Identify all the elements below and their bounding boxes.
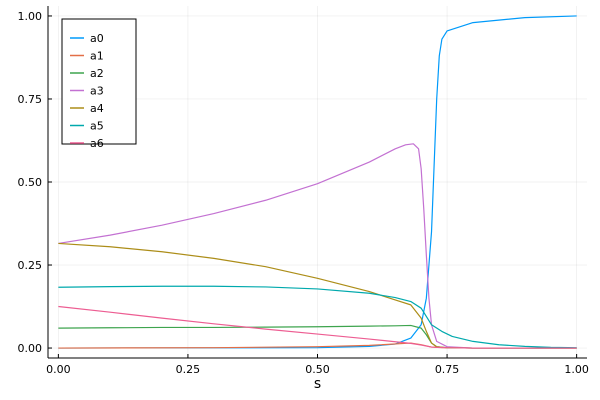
series-line-a5 bbox=[58, 285, 577, 349]
x-tick-label: 0.75 bbox=[435, 363, 460, 376]
x-tick-label: 0.00 bbox=[46, 363, 71, 376]
y-tick-label: 0.75 bbox=[18, 93, 43, 106]
x-axis-label: s bbox=[314, 376, 321, 392]
y-tick-label: 0.25 bbox=[18, 259, 43, 272]
axes-frame bbox=[47, 6, 587, 359]
y-tick-label: 1.00 bbox=[18, 10, 43, 23]
legend-label-a1: a1 bbox=[90, 50, 104, 63]
legend: a0 a1 a2 a3 a4 a5 a6 bbox=[61, 18, 137, 150]
legend-label-a5: a5 bbox=[90, 120, 104, 133]
legend-label-a2: a2 bbox=[90, 67, 104, 80]
legend-box bbox=[61, 18, 137, 145]
tick-labels: 0.00 0.25 0.50 0.75 1.00 0.00 0.25 0.50 0.75 1.00 bbox=[18, 10, 589, 376]
series-line-a6 bbox=[58, 305, 577, 349]
series-lines bbox=[58, 15, 577, 349]
x-tick-label: 0.25 bbox=[176, 363, 201, 376]
y-tick-label: 0.50 bbox=[18, 176, 43, 189]
legend-label-a6: a6 bbox=[90, 137, 104, 150]
y-tick-label: 0.00 bbox=[18, 342, 43, 355]
x-tick-label: 1.00 bbox=[564, 363, 589, 376]
legend-label-a4: a4 bbox=[90, 102, 104, 115]
legend-label-a0: a0 bbox=[90, 32, 104, 45]
series-line-a3 bbox=[58, 143, 577, 349]
x-tick-label: 0.50 bbox=[305, 363, 330, 376]
legend-label-a3: a3 bbox=[90, 85, 104, 98]
plot-area bbox=[48, 6, 587, 358]
